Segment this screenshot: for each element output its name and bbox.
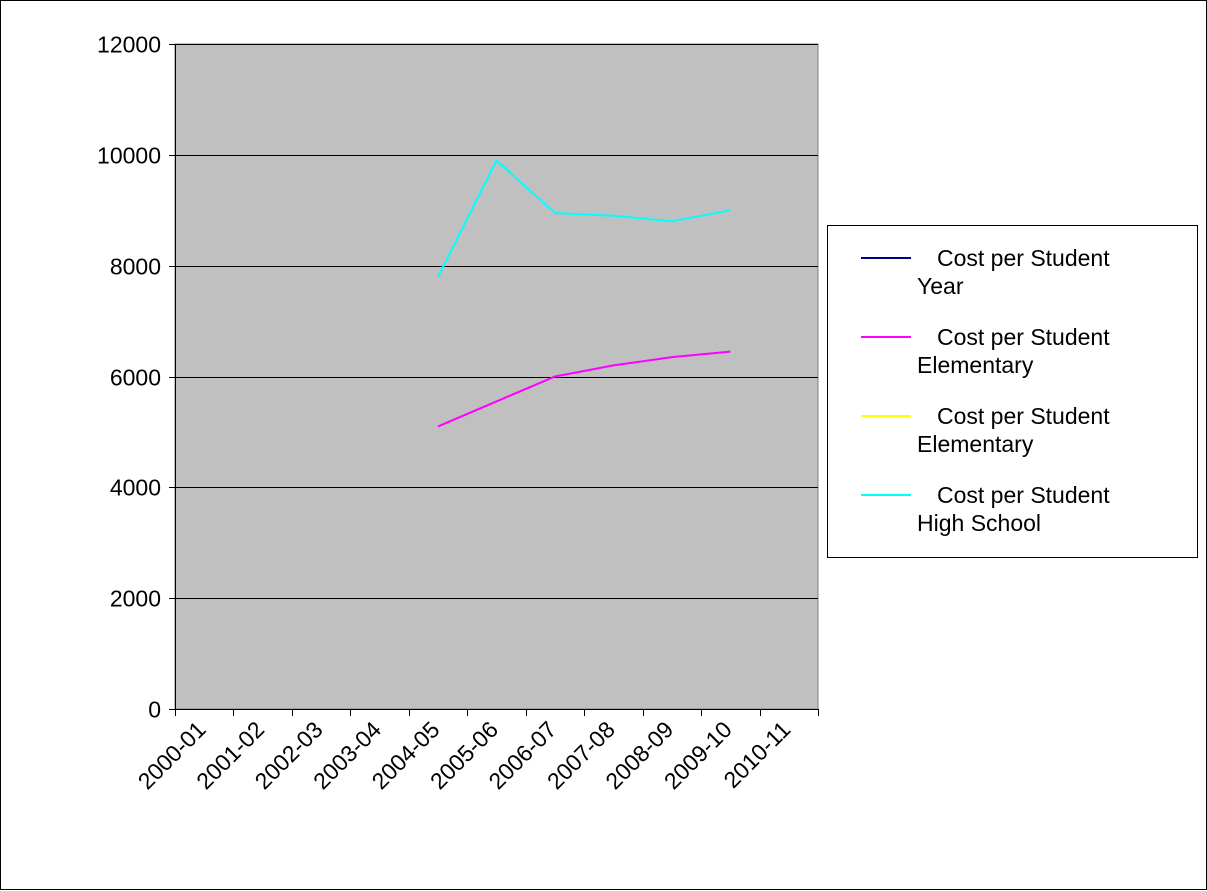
series-lines [437, 158, 731, 428]
series-line [437, 158, 731, 278]
legend-label: Elementary [917, 431, 1034, 457]
x-axis: 2000-012001-022002-032003-042004-052005-… [133, 709, 819, 794]
gridlines [175, 44, 818, 599]
legend-label: Cost per Student [937, 403, 1110, 429]
legend-label: Year [917, 273, 964, 299]
legend-box [827, 225, 1198, 558]
y-tick-label: 8000 [110, 254, 161, 280]
y-tick-label: 2000 [110, 586, 161, 612]
y-tick-label: 10000 [97, 143, 161, 169]
legend-label: Cost per Student [937, 245, 1110, 271]
legend-label: High School [917, 510, 1041, 536]
y-tick-label: 4000 [110, 475, 161, 501]
plot-area [174, 43, 819, 710]
legend-label: Cost per Student [937, 482, 1110, 508]
y-tick-label: 6000 [110, 365, 161, 391]
y-tick-label: 12000 [97, 32, 161, 58]
y-tick-label: 0 [148, 697, 161, 723]
legend-label: Elementary [917, 352, 1034, 378]
series-line [437, 350, 731, 428]
legend-label: Cost per Student [937, 324, 1110, 350]
y-axis: 0 2000 4000 6000 8000 10000 12000 [97, 32, 176, 723]
